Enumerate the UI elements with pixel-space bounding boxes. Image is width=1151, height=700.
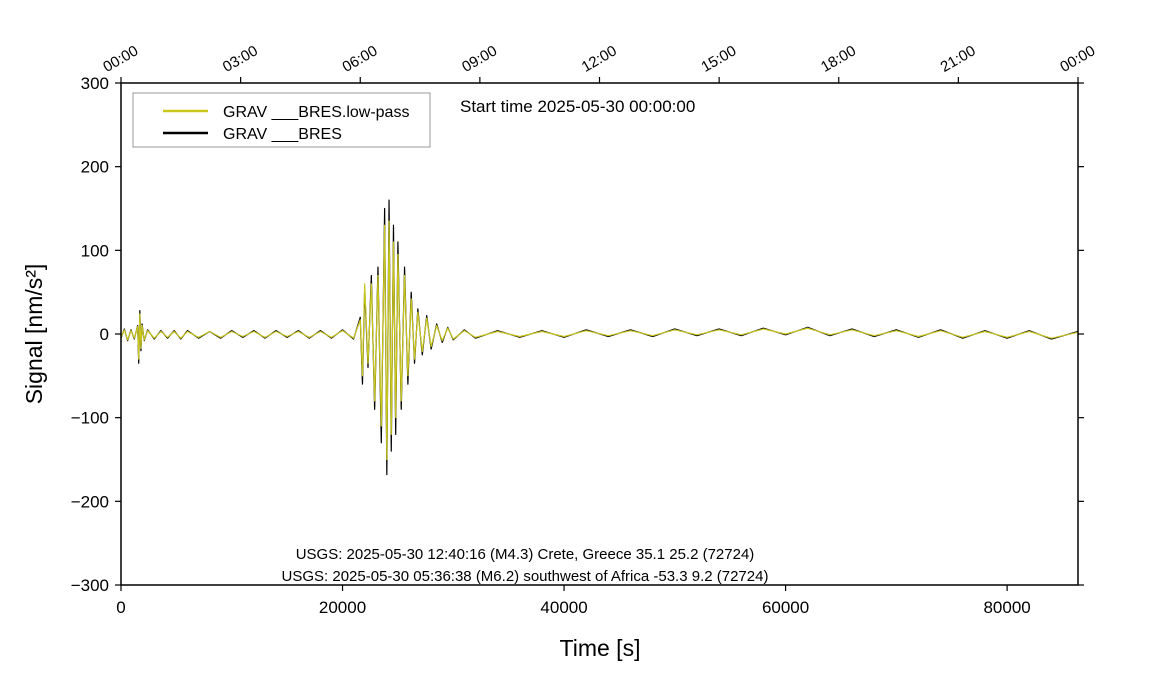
legend-label: GRAV ___BRES xyxy=(223,126,342,143)
x2-tick-label: 21:00 xyxy=(938,42,979,75)
event-label: USGS: 2025-05-30 05:36:38 (M6.2) southwe… xyxy=(282,568,769,585)
x-axis-title: Time [s] xyxy=(560,635,641,661)
y-tick-label: −200 xyxy=(71,492,109,511)
y-tick-label: 0 xyxy=(100,325,109,344)
x2-tick-label: 00:00 xyxy=(100,42,141,75)
event-label: USGS: 2025-05-30 12:40:16 (M4.3) Crete, … xyxy=(296,546,755,563)
x2-tick-label: 12:00 xyxy=(579,42,620,75)
y-tick-label: 100 xyxy=(81,241,109,260)
legend-label: GRAV ___BRES.low-pass xyxy=(223,104,409,121)
x2-tick-label: 00:00 xyxy=(1057,42,1098,75)
x2-tick-label: 18:00 xyxy=(818,42,859,75)
start-time: Start time 2025-05-30 00:00:00 xyxy=(460,97,695,116)
x-tick-label: 80000 xyxy=(983,598,1030,617)
x-tick-label: 60000 xyxy=(762,598,809,617)
y-tick-label: 200 xyxy=(81,158,109,177)
y-tick-label: 300 xyxy=(81,74,109,93)
legend-box xyxy=(132,92,431,148)
x2-tick-label: 09:00 xyxy=(459,42,500,75)
x2-tick-label: 06:00 xyxy=(339,42,380,75)
y-tick-label: −300 xyxy=(71,576,109,595)
x2-tick-label: 15:00 xyxy=(698,42,739,75)
y-axis-title: Signal [nm/s²] xyxy=(21,264,47,405)
x-tick-label: 40000 xyxy=(540,598,587,617)
x-tick-label: 20000 xyxy=(319,598,366,617)
x-tick-label: 0 xyxy=(116,598,125,617)
x2-tick-label: 03:00 xyxy=(220,42,261,75)
y-tick-label: −100 xyxy=(71,409,109,428)
data-line xyxy=(120,220,1079,461)
